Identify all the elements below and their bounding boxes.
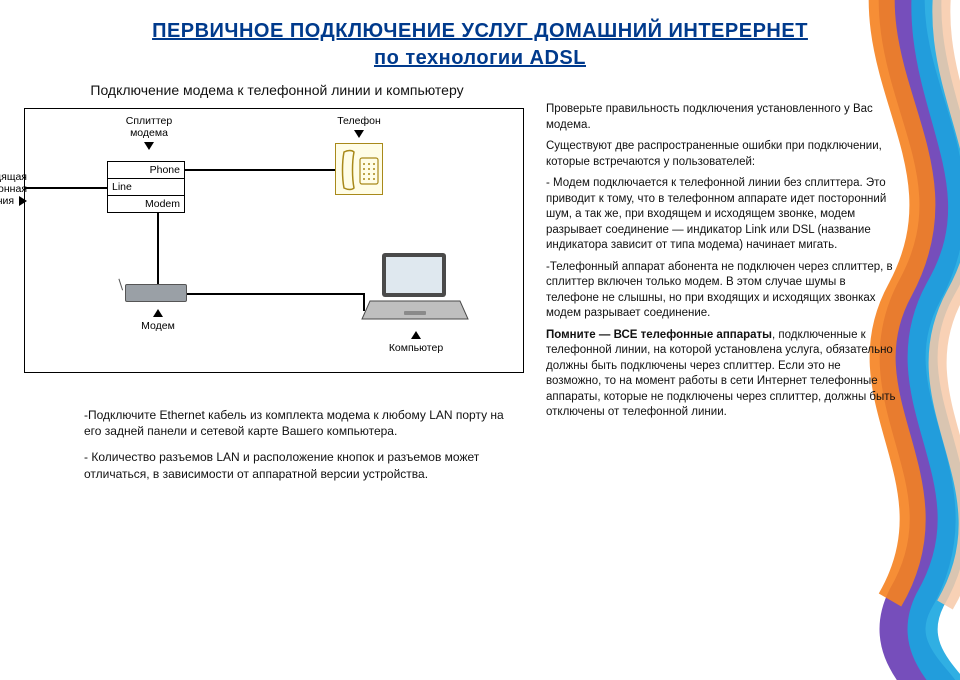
label-splitter: Сплиттер модема xyxy=(119,115,179,150)
wire-modem-laptop-h xyxy=(185,293,363,295)
right-column: Проверьте правильность подключения устан… xyxy=(540,76,920,492)
title-line-2: по технологии ADSL xyxy=(40,45,920,72)
label-incoming-line: Входящая телефонная линия xyxy=(0,171,27,207)
telephone-icon xyxy=(335,143,383,195)
connection-diagram: Сплиттер модема Телефон Phone Line Modem… xyxy=(24,108,524,373)
splitter-box: Phone Line Modem xyxy=(107,161,185,213)
label-phone: Телефон xyxy=(335,115,383,138)
wire-incoming xyxy=(25,187,107,189)
label-modem: Модем xyxy=(133,309,183,332)
left-column: Подключение модема к телефонной линии и … xyxy=(0,76,540,492)
wire-to-phone xyxy=(185,169,335,171)
right-p5-rest: , подключенные к телефонной линии, на ко… xyxy=(546,329,896,419)
diagram-subheading: Подключение модема к телефонной линии и … xyxy=(24,82,530,98)
right-p1: Проверьте правильность подключения устан… xyxy=(546,102,896,133)
right-p4: -Телефонный аппарат абонента не подключе… xyxy=(546,260,896,322)
right-p5: Помните — ВСЕ телефонные аппараты, подкл… xyxy=(546,328,896,421)
left-note-2: - Количество разъемов LAN и расположение… xyxy=(84,449,514,481)
page-title: ПЕРВИЧНОЕ ПОДКЛЮЧЕНИЕ УСЛУГ ДОМАШНИЙ ИНТ… xyxy=(0,0,960,76)
wire-to-modem xyxy=(157,213,159,285)
right-p2: Существуют две распространенные ошибки п… xyxy=(546,139,896,170)
title-line-1: ПЕРВИЧНОЕ ПОДКЛЮЧЕНИЕ УСЛУГ ДОМАШНИЙ ИНТ… xyxy=(40,18,920,45)
label-computer: Компьютер xyxy=(381,331,451,354)
arrow-right-icon xyxy=(17,195,27,207)
splitter-port-line: Line xyxy=(108,178,184,195)
left-note-1: -Подключите Ethernet кабель из комплекта… xyxy=(84,407,514,439)
right-p3: - Модем подключается к телефонной линии … xyxy=(546,176,896,254)
left-notes: -Подключите Ethernet кабель из комплекта… xyxy=(84,407,514,482)
splitter-port-modem: Modem xyxy=(108,195,184,212)
right-p5-bold: Помните — ВСЕ телефонные аппараты xyxy=(546,329,772,341)
laptop-icon xyxy=(360,249,470,327)
splitter-port-phone: Phone xyxy=(108,162,184,178)
modem-icon xyxy=(125,284,187,302)
